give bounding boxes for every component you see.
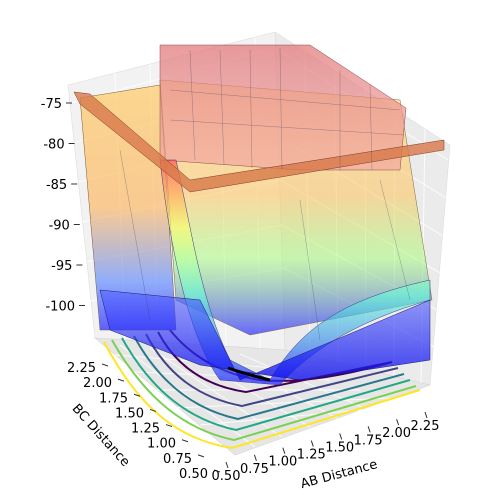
x-tick-label: 1.25 [297, 448, 326, 463]
x-axis: 0.50 0.75 1.00 1.25 1.50 1.75 2.00 2.25 [212, 411, 440, 484]
y-tick-mark [213, 469, 221, 473]
y-tick-label: 1.50 [115, 406, 144, 421]
x-tick-mark [396, 418, 400, 426]
x-tick-label: 1.50 [325, 440, 354, 455]
z-tick-label: -90 [49, 219, 70, 234]
x-tick-mark [282, 447, 286, 454]
z-tick-label: -75 [41, 97, 62, 112]
z-axis: -75 -80 -85 -90 -95 -100 [41, 97, 85, 315]
y-axis: 2.252.001.751.501.251.000.750.50 [67, 361, 221, 482]
x-tick-label: 0.75 [240, 462, 269, 477]
z-tick-label: -95 [51, 259, 72, 274]
x-tick-mark [225, 461, 229, 469]
contour-line [103, 341, 421, 450]
y-tick-label: 1.75 [99, 391, 128, 406]
y-tick-mark [133, 393, 141, 397]
y-tick-mark [117, 378, 125, 382]
y-tick-mark [149, 408, 157, 412]
surface-ridge [73, 91, 445, 193]
x-tick-label: 1.00 [268, 455, 297, 470]
trajectory-line [227, 366, 271, 382]
y-tick-label: 0.50 [179, 467, 208, 482]
y-tick-label: 0.75 [163, 452, 192, 467]
contour-line [145, 333, 399, 408]
contour-line [121, 337, 411, 432]
x-tick-mark [253, 454, 257, 462]
contour-line [111, 339, 417, 442]
y-tick-mark [165, 424, 173, 428]
trajectory-series [227, 366, 271, 382]
contour-line [133, 335, 405, 421]
x-tick-mark [367, 426, 371, 433]
y-tick-mark [197, 454, 205, 458]
x-tick-label: 2.00 [382, 426, 411, 441]
y-tick-mark [101, 363, 109, 367]
z-tick-label: -100 [45, 300, 75, 315]
y-tick-label: 1.00 [147, 437, 176, 452]
x-tick-label: 1.75 [354, 433, 383, 448]
x-tick-label: 2.25 [411, 419, 440, 434]
y-tick-label: 2.25 [67, 361, 96, 376]
z-tick-label: -85 [46, 178, 67, 193]
x-tick-mark [424, 411, 428, 419]
surface-front [99, 289, 431, 381]
x-tick-mark [339, 433, 343, 440]
x-tick-mark [310, 440, 314, 447]
y-tick-label: 1.25 [131, 422, 160, 437]
y-tick-mark [181, 439, 189, 443]
z-tick-label: -80 [43, 138, 64, 153]
x-tick-label: 0.50 [212, 469, 241, 484]
surface-mesh [119, 47, 411, 341]
y-tick-label: 2.00 [83, 376, 112, 391]
